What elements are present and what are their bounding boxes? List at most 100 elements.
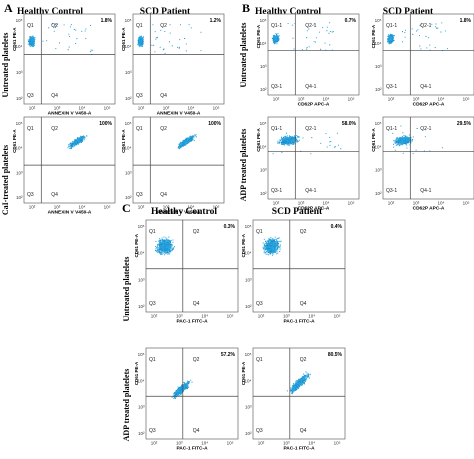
event-dot xyxy=(158,251,160,252)
event-dot xyxy=(179,39,181,41)
event-dot xyxy=(157,248,159,250)
event-dot xyxy=(408,139,410,141)
event-dot xyxy=(185,139,187,140)
event-dot xyxy=(31,37,33,39)
event-dot xyxy=(140,36,142,38)
event-dot xyxy=(399,141,401,143)
event-dot xyxy=(168,241,170,243)
event-dot xyxy=(168,244,170,246)
event-dot xyxy=(273,240,275,242)
event-dot xyxy=(166,246,168,248)
event-dot xyxy=(391,34,393,36)
event-dot xyxy=(165,246,167,248)
event-dot xyxy=(69,147,71,149)
event-dot xyxy=(169,247,171,249)
event-dot xyxy=(191,138,193,140)
event-dot xyxy=(266,241,268,243)
event-dot xyxy=(168,248,170,250)
event-dot xyxy=(419,25,421,27)
event-dot xyxy=(275,250,276,252)
event-dot xyxy=(156,246,158,248)
event-dot xyxy=(269,246,271,248)
event-dot xyxy=(141,41,143,43)
event-dot xyxy=(267,248,269,250)
event-dot xyxy=(279,240,281,242)
event-dot xyxy=(184,38,186,39)
event-dot xyxy=(401,140,403,142)
event-dot xyxy=(48,27,50,29)
event-dot xyxy=(427,37,429,39)
plot-frame xyxy=(132,13,225,105)
event-dot xyxy=(286,132,287,134)
event-dot xyxy=(274,37,276,39)
event-dot xyxy=(168,246,170,248)
x-tick-label: 10⁵ xyxy=(213,106,220,111)
event-dot xyxy=(325,133,327,135)
event-dot xyxy=(159,250,161,252)
event-dot xyxy=(75,29,77,31)
event-dot xyxy=(281,138,283,140)
event-dot xyxy=(270,249,271,250)
event-dot xyxy=(390,39,392,41)
event-dot xyxy=(161,253,163,255)
event-dot xyxy=(411,28,413,30)
x-axis-label: CD62P APC-A xyxy=(413,206,445,212)
event-dot xyxy=(404,141,406,143)
event-dot xyxy=(179,146,181,148)
quadrant-label: Q4 xyxy=(160,93,167,99)
event-dot xyxy=(338,144,339,146)
event-dot xyxy=(397,142,399,144)
quadrant-label: Q4-1 xyxy=(305,84,316,90)
event-dot xyxy=(168,246,170,248)
event-dot xyxy=(288,142,290,144)
event-dot xyxy=(171,245,173,247)
quadrant-label: Q4 xyxy=(51,93,58,99)
event-dot xyxy=(279,139,281,141)
event-dot xyxy=(306,37,308,39)
event-dot xyxy=(75,142,77,144)
y-tick-label: 10⁴ xyxy=(375,41,382,46)
event-dot xyxy=(263,246,265,248)
event-dot xyxy=(163,247,165,249)
event-dot xyxy=(404,138,406,140)
x-tick-label: 10³ xyxy=(413,97,420,102)
event-dot xyxy=(74,140,76,142)
event-dot xyxy=(172,241,174,243)
event-dot xyxy=(286,140,288,141)
event-dot xyxy=(70,146,72,148)
event-dot xyxy=(403,140,405,142)
event-dot xyxy=(159,239,160,241)
event-dot xyxy=(271,245,273,247)
event-dot xyxy=(273,246,274,248)
event-dot xyxy=(168,239,170,241)
y-tick-label: 10⁴ xyxy=(260,41,267,46)
event-dot xyxy=(389,42,391,44)
event-dot xyxy=(271,249,273,251)
event-dot xyxy=(181,145,183,147)
event-dot xyxy=(59,42,60,44)
event-dot xyxy=(276,243,278,245)
plot-frame xyxy=(145,219,239,313)
event-dot xyxy=(32,35,34,37)
quadrant-label: Q3 xyxy=(27,192,34,198)
x-tick-label: 10⁵ xyxy=(227,314,234,319)
event-dot xyxy=(279,251,281,252)
event-dot xyxy=(155,248,157,250)
event-dot xyxy=(160,253,162,255)
event-dot xyxy=(172,248,174,250)
y-tick-label: 10⁴ xyxy=(375,144,382,149)
event-dot xyxy=(295,137,297,139)
event-dot xyxy=(181,142,183,143)
event-dot xyxy=(322,27,324,29)
event-dot xyxy=(141,45,143,46)
event-dot xyxy=(387,39,389,41)
event-dot xyxy=(29,37,31,39)
event-dot xyxy=(167,250,169,252)
event-dot xyxy=(162,246,164,248)
event-dot xyxy=(163,243,164,245)
event-dot xyxy=(296,135,298,136)
event-dot xyxy=(160,244,162,246)
x-axis-label: ANNEXIN V V450-A xyxy=(48,111,92,117)
